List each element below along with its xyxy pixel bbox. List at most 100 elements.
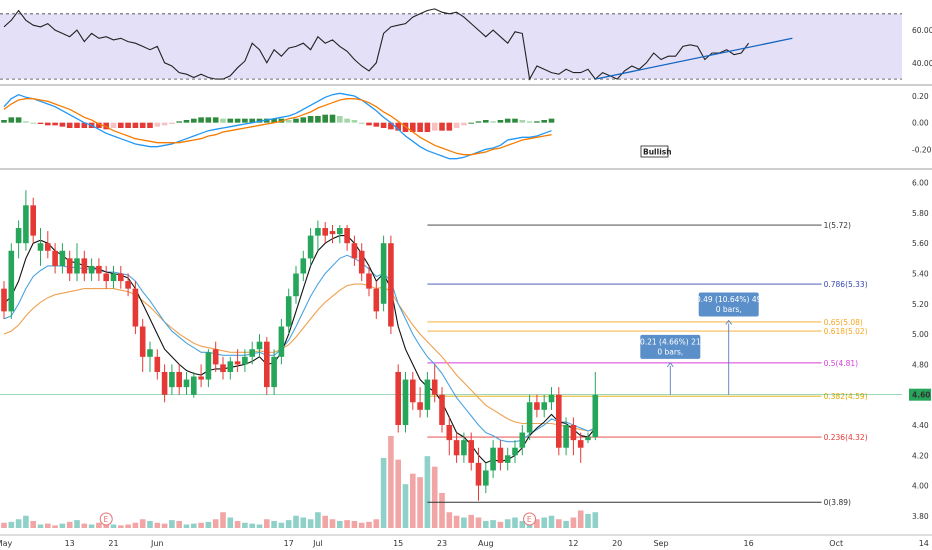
macd-hist-bar xyxy=(23,121,29,123)
candle[interactable] xyxy=(329,225,336,244)
candle[interactable] xyxy=(227,356,234,380)
x-tick-label: Oct xyxy=(829,539,843,548)
candle-body xyxy=(585,437,591,441)
price-measure[interactable]: 0.49 (10.64%) 490 bars, xyxy=(696,292,762,395)
candle[interactable] xyxy=(504,447,511,471)
candle[interactable] xyxy=(271,349,277,395)
candle[interactable] xyxy=(220,356,226,380)
candle[interactable] xyxy=(110,265,117,289)
candle[interactable] xyxy=(461,432,467,463)
candle[interactable] xyxy=(169,364,175,395)
candle[interactable] xyxy=(563,417,569,456)
candle[interactable] xyxy=(410,371,416,410)
candle[interactable] xyxy=(534,394,540,418)
candle[interactable] xyxy=(8,243,15,319)
candle[interactable] xyxy=(278,318,285,365)
macd-hist-bar xyxy=(59,122,66,127)
candle[interactable] xyxy=(337,225,343,244)
volume-bar xyxy=(37,524,44,528)
candle[interactable] xyxy=(585,432,591,444)
candle[interactable] xyxy=(212,341,219,372)
candle[interactable] xyxy=(388,235,394,335)
candle[interactable] xyxy=(132,281,139,335)
candle[interactable] xyxy=(541,394,547,418)
candle[interactable] xyxy=(483,462,489,494)
rsi-trendline[interactable] xyxy=(595,37,793,80)
candle[interactable] xyxy=(30,197,36,244)
macd-panel[interactable]: 0.20 0.00 -0.20 Bullish xyxy=(0,92,932,170)
candle[interactable] xyxy=(293,265,299,304)
candle[interactable] xyxy=(1,281,7,319)
candle[interactable] xyxy=(490,440,496,479)
candle[interactable] xyxy=(264,337,270,395)
candle[interactable] xyxy=(300,250,307,282)
candle[interactable] xyxy=(519,424,526,456)
candle[interactable] xyxy=(431,364,438,403)
candle[interactable] xyxy=(322,221,328,244)
candle[interactable] xyxy=(380,235,387,312)
candle[interactable] xyxy=(307,228,314,266)
candle[interactable] xyxy=(125,273,131,297)
candle[interactable] xyxy=(234,349,241,372)
candle[interactable] xyxy=(358,243,365,282)
candle[interactable] xyxy=(402,371,409,433)
price-panel[interactable]: 1(5.72) 0.786(5.33) 0.65(5.08)0.618(5.02) 0… xyxy=(0,179,931,528)
earnings-marker[interactable]: E xyxy=(523,512,537,526)
candle[interactable] xyxy=(23,190,29,251)
candle[interactable] xyxy=(417,387,423,418)
candle[interactable] xyxy=(548,387,555,410)
candle[interactable] xyxy=(191,371,197,398)
candle[interactable] xyxy=(577,432,584,463)
candle[interactable] xyxy=(15,220,22,259)
candle[interactable] xyxy=(147,341,153,372)
candle[interactable] xyxy=(249,341,255,365)
price-measure[interactable]: 0.21 (4.66%) 210 bars, xyxy=(640,334,701,395)
candle[interactable] xyxy=(96,258,102,282)
candle[interactable] xyxy=(154,349,161,380)
candle[interactable] xyxy=(45,231,51,259)
earnings-marker[interactable]: E xyxy=(99,512,113,526)
candle[interactable] xyxy=(285,288,292,335)
candle[interactable] xyxy=(198,364,204,388)
candle[interactable] xyxy=(183,371,190,395)
candle[interactable] xyxy=(205,349,212,388)
candle[interactable] xyxy=(453,432,460,463)
candle[interactable] xyxy=(103,265,109,289)
candle[interactable] xyxy=(74,243,80,282)
candle[interactable] xyxy=(570,417,577,456)
candle[interactable] xyxy=(351,235,358,266)
candle[interactable] xyxy=(366,265,372,297)
volume-bar xyxy=(161,523,168,528)
candle[interactable] xyxy=(439,387,445,433)
candle[interactable] xyxy=(66,250,73,282)
candle[interactable] xyxy=(37,228,44,266)
candle[interactable] xyxy=(88,258,95,282)
candle[interactable] xyxy=(242,349,248,372)
candle[interactable] xyxy=(373,281,380,319)
candle[interactable] xyxy=(81,250,88,282)
candle[interactable] xyxy=(315,220,321,251)
candle[interactable] xyxy=(59,243,66,274)
candle[interactable] xyxy=(512,440,518,463)
rsi-panel[interactable]: 40.00 60.00 xyxy=(0,8,932,86)
candle[interactable] xyxy=(176,364,182,395)
candle[interactable] xyxy=(592,371,599,441)
volume-bar xyxy=(15,519,22,528)
candle[interactable] xyxy=(52,243,58,274)
candle[interactable] xyxy=(139,318,146,372)
candle[interactable] xyxy=(446,417,453,456)
candle[interactable] xyxy=(497,440,504,471)
candle[interactable] xyxy=(256,334,263,357)
candle[interactable] xyxy=(395,364,401,433)
candle[interactable] xyxy=(344,225,350,251)
candle[interactable] xyxy=(556,387,562,456)
candle[interactable] xyxy=(161,364,168,403)
macd-hist-bar xyxy=(81,122,88,128)
candle[interactable] xyxy=(468,432,474,471)
candle[interactable] xyxy=(118,265,124,289)
candle[interactable] xyxy=(526,394,533,441)
macd-hist-bar xyxy=(526,121,533,123)
candle[interactable] xyxy=(424,371,431,418)
candle[interactable] xyxy=(475,447,482,501)
